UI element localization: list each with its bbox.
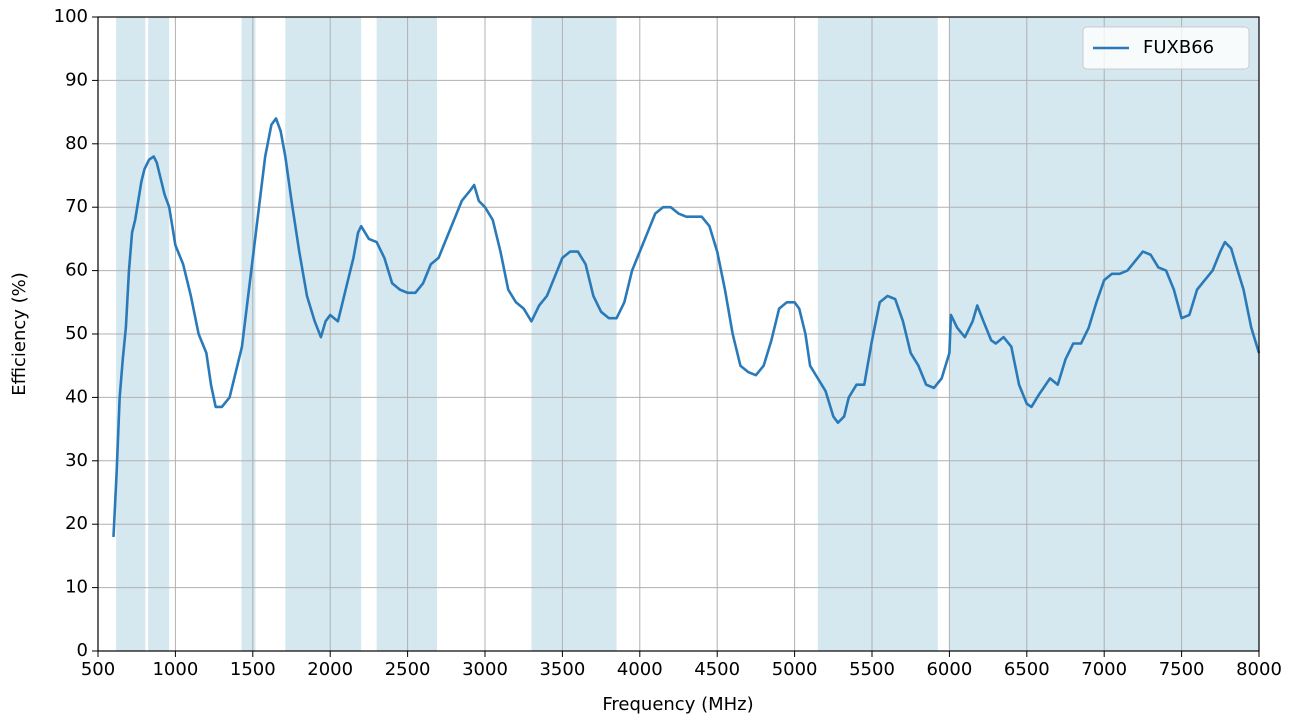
y-axis-label: Efficiency (%) [9, 272, 30, 396]
legend: FUXB66 [1082, 26, 1250, 70]
y-tick-label: 60 [65, 260, 88, 281]
y-tick-label: 90 [65, 69, 88, 90]
lines [112, 117, 1261, 537]
y-tick-label: 100 [54, 6, 88, 27]
data-line [112, 117, 1261, 537]
x-tick-label: 4500 [694, 659, 740, 680]
x-tick-label: 5000 [772, 659, 818, 680]
x-tick-label: 2500 [385, 659, 431, 680]
x-tick-label: 500 [81, 659, 115, 680]
y-tick-label: 0 [77, 640, 88, 661]
x-tick-label: 4000 [617, 659, 663, 680]
legend-label: FUXB66 [1143, 37, 1214, 58]
y-tick-label: 50 [65, 323, 88, 344]
legend-box [1082, 26, 1250, 70]
x-tick-label: 7500 [1159, 659, 1205, 680]
axes: 500 1000 1500 2000 2500 3000 3500 4000 4500 5000 5… [54, 6, 1282, 680]
x-tick-label: 1500 [230, 659, 276, 680]
x-tick-label: 8000 [1236, 659, 1282, 680]
x-tick-label: 7000 [1081, 659, 1127, 680]
y-tick-label: 80 [65, 133, 88, 154]
x-tick-label: 1000 [152, 659, 198, 680]
y-tick-label: 20 [65, 513, 88, 534]
x-tick-label: 2000 [307, 659, 353, 680]
y-tick-label: 70 [65, 196, 88, 217]
y-tick-label: 40 [65, 386, 88, 407]
x-tick-label: 6000 [926, 659, 972, 680]
x-axis-label: Frequency (MHz) [602, 694, 753, 715]
x-tick-label: 6500 [1004, 659, 1050, 680]
x-tick-label: 3500 [539, 659, 585, 680]
y-tick-label: 30 [65, 450, 88, 471]
x-tick-label: 3000 [462, 659, 508, 680]
y-tick-label: 10 [65, 577, 88, 598]
x-tick-label: 5500 [849, 659, 895, 680]
